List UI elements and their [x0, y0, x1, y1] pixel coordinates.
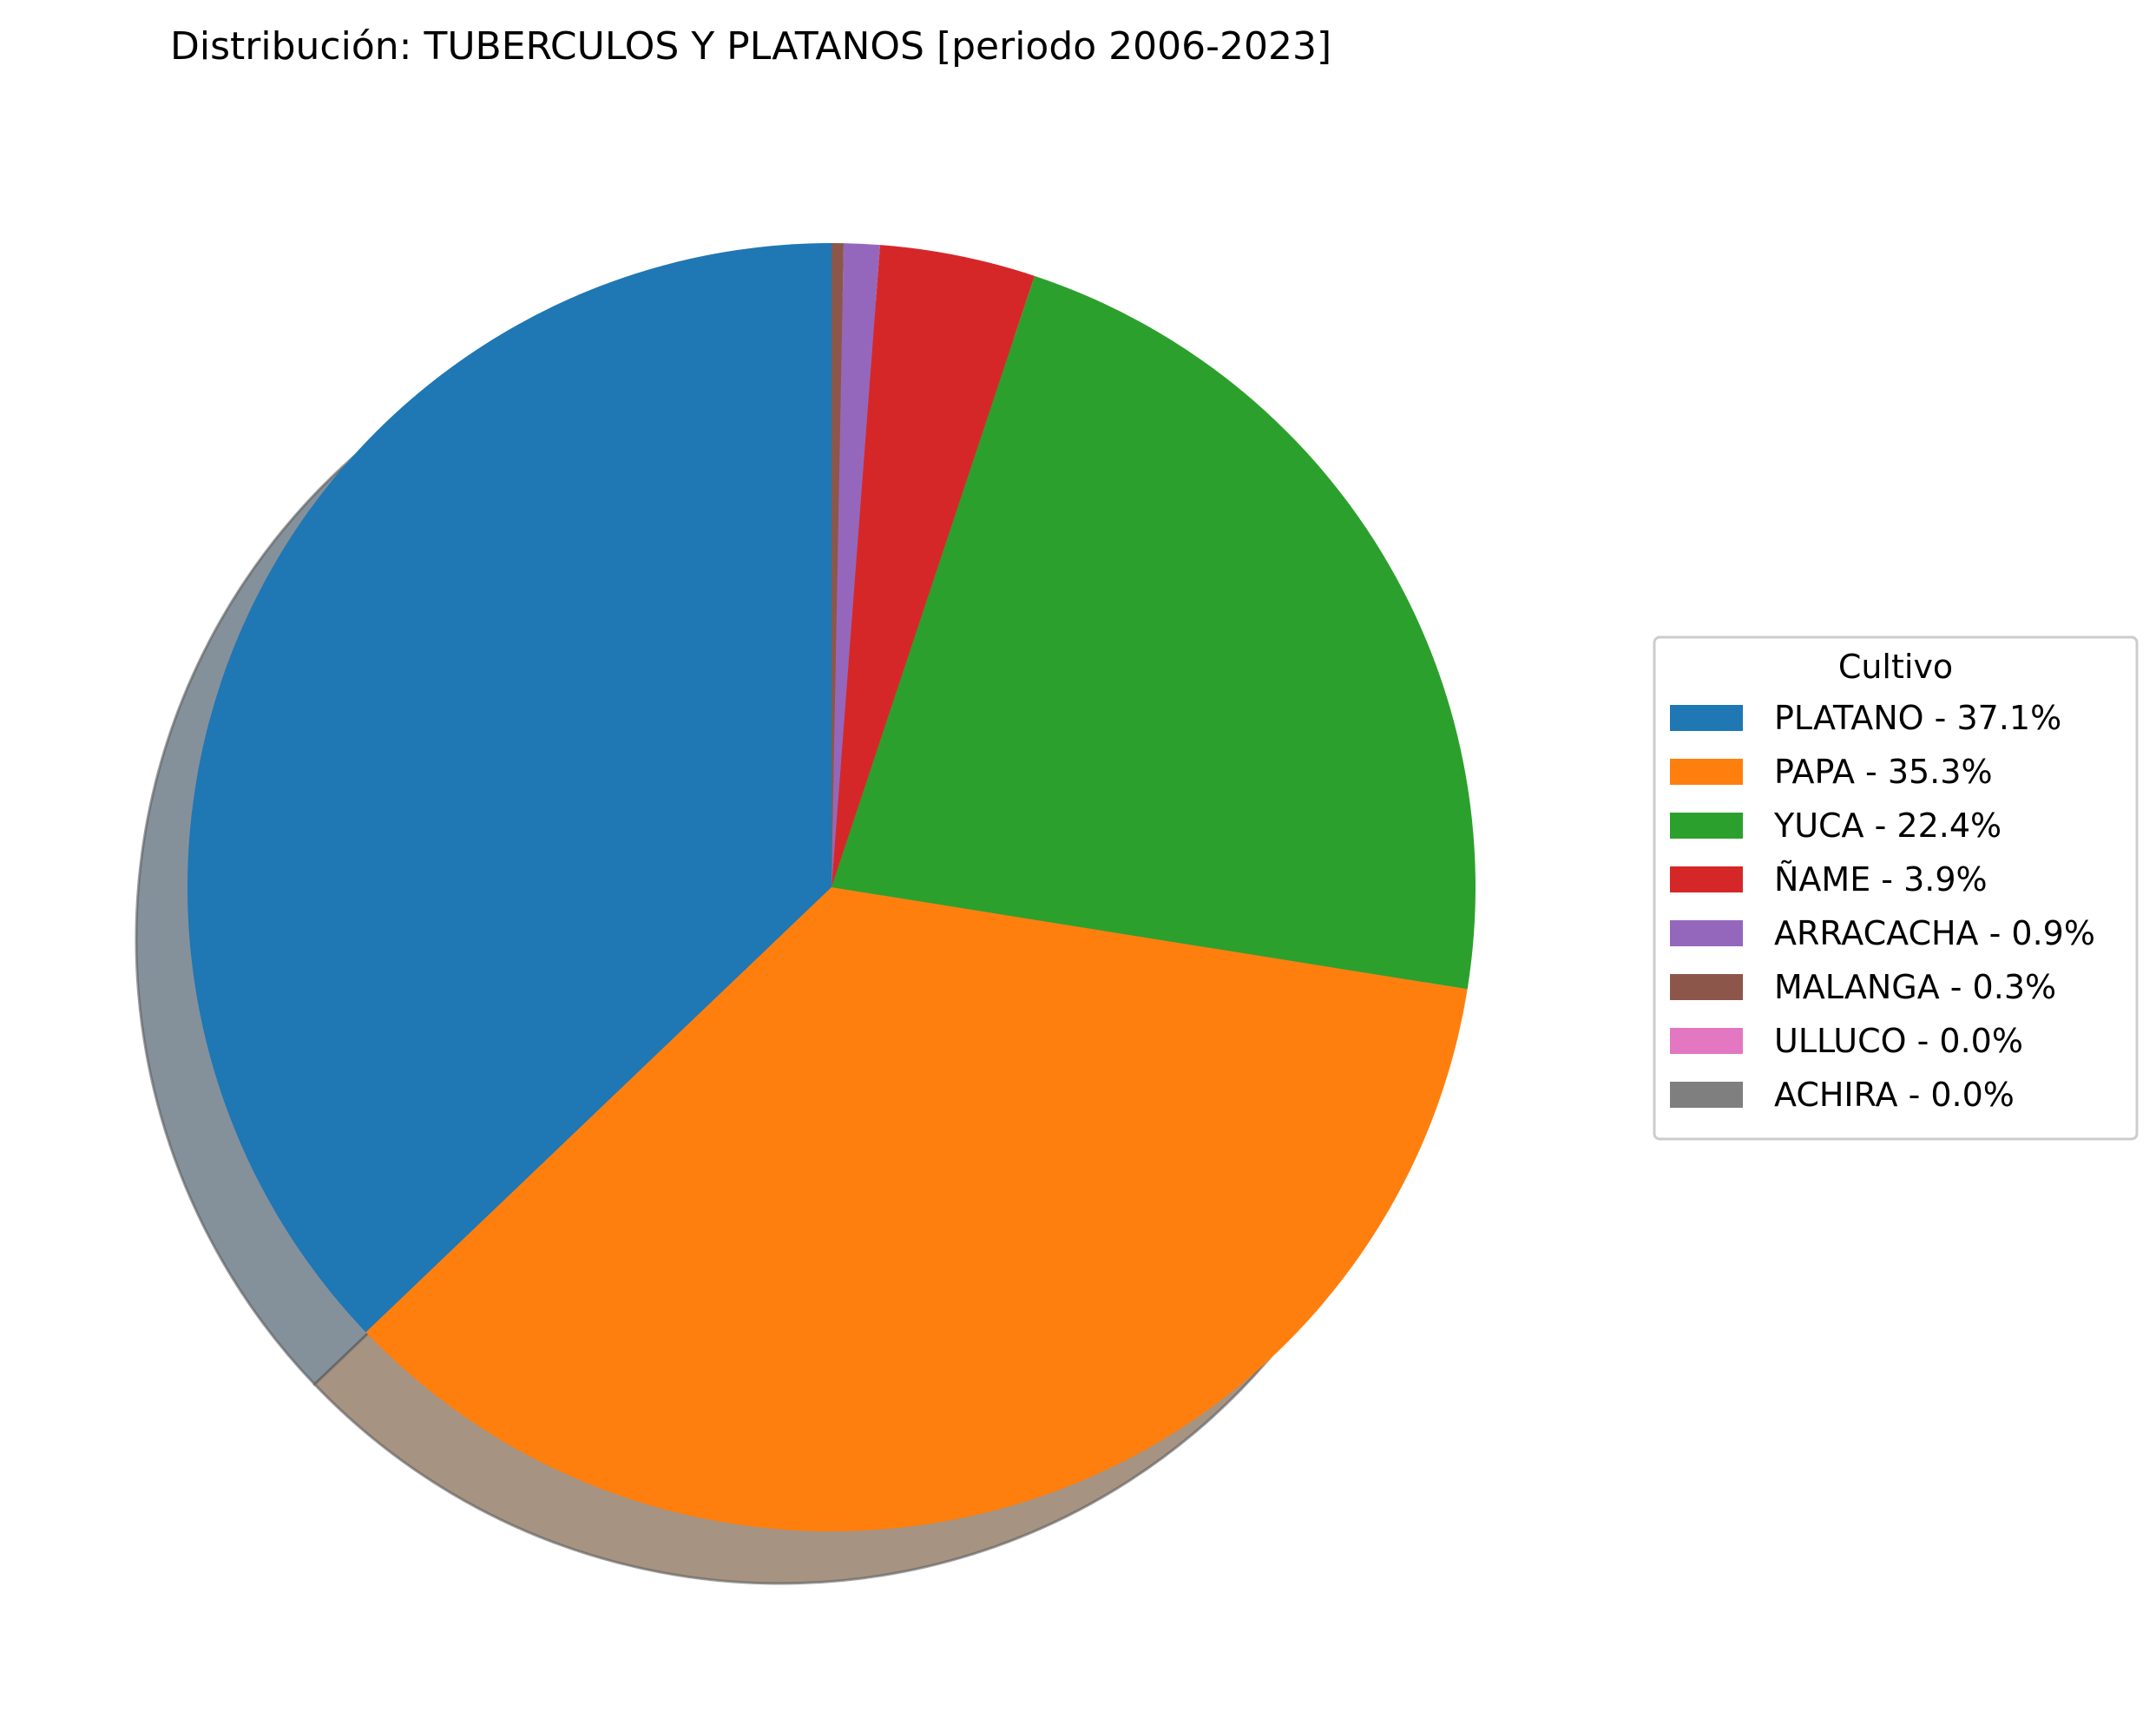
- legend-label-papa: PAPA - 35.3%: [1774, 753, 1993, 791]
- legend-swatch-malanga: [1670, 974, 1743, 1000]
- legend-label-yuca: YUCA - 22.4%: [1773, 807, 2002, 845]
- legend-frame: [1653, 635, 2139, 1141]
- legend-swatch-arracacha: [1670, 920, 1743, 946]
- slice-yuca: [832, 275, 1476, 990]
- legend: Cultivo PLATANO - 37.1% PAPA - 35.3% YUCA …: [1653, 635, 2139, 1141]
- pie-slices: [187, 243, 1476, 1532]
- legend-label-malanga: MALANGA - 0.3%: [1774, 968, 2056, 1006]
- legend-label-ulluco: ULLUCO - 0.0%: [1774, 1022, 2023, 1060]
- slice-papa: [365, 887, 1468, 1532]
- legend-swatch-platano: [1670, 705, 1743, 731]
- legend-label-achira: ACHIRA - 0.0%: [1774, 1076, 2015, 1114]
- legend-label-arracacha: ARRACACHA - 0.9%: [1774, 914, 2095, 952]
- slice-arracacha: [832, 243, 880, 887]
- legend-label-name: ÑAME - 3.9%: [1774, 860, 1988, 899]
- legend-swatch-achira: [1670, 1082, 1743, 1108]
- slice-platano: [187, 243, 832, 1333]
- legend-swatch-yuca: [1670, 813, 1743, 839]
- legend-swatch-ulluco: [1670, 1028, 1743, 1054]
- slice-malanga: [832, 243, 844, 887]
- slice-name: [832, 245, 1035, 887]
- chart-title: Distribución: TUBERCULOS Y PLATANOS [per…: [170, 24, 1331, 69]
- legend-swatch-papa: [1670, 759, 1743, 785]
- legend-label-platano: PLATANO - 37.1%: [1774, 699, 2061, 737]
- legend-title: Cultivo: [1838, 648, 1953, 686]
- legend-swatch-name: [1670, 866, 1743, 892]
